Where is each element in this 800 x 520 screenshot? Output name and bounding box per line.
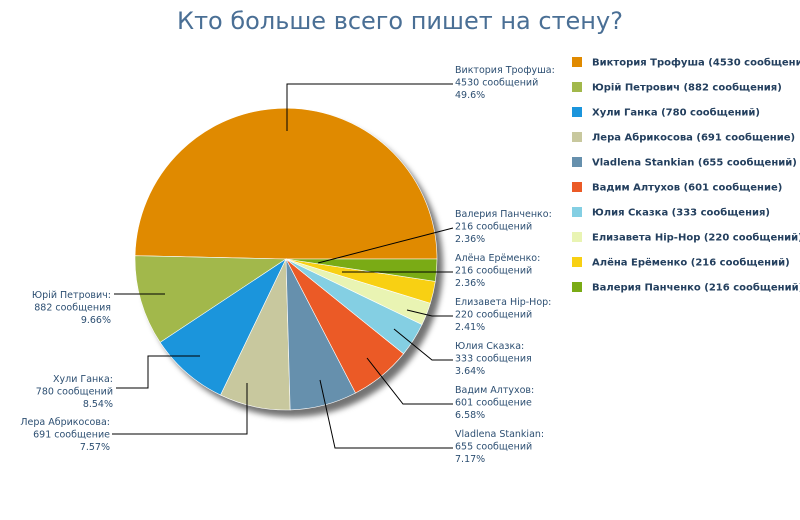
legend-label: Алёна Ерёменко (216 сообщений) (592, 257, 790, 269)
callout-name: Хули Ганка: (53, 374, 113, 385)
legend-label: Юрій Петрович (882 сообщения) (592, 82, 782, 94)
legend-item-юлия-сказка: Юлия Сказка (333 сообщения) (572, 207, 770, 219)
callout-name: Елизавета Hip-Hop: (455, 297, 551, 308)
legend-label: Лера Абрикосова (691 сообщение) (592, 132, 795, 144)
callout-value: 4530 сообщений (455, 78, 538, 89)
legend-item-алёна-ерёменко: Алёна Ерёменко (216 сообщений) (572, 257, 790, 269)
legend-item-хули-ганка: Хули Ганка (780 сообщений) (572, 107, 760, 119)
legend-label: Юлия Сказка (333 сообщения) (592, 207, 770, 219)
legend-label: Вадим Алтухов (601 сообщение) (592, 182, 782, 194)
callout-percent: 2.36% (455, 278, 485, 289)
legend-item-валерия-панченко: Валерия Панченко (216 сообщений) (572, 282, 800, 294)
legend-label: Хули Ганка (780 сообщений) (592, 107, 760, 119)
legend-item-лера-абрикосова: Лера Абрикосова (691 сообщение) (572, 132, 795, 144)
legend-item-елизавета-hip-hop: Елизавета Hip-Hop (220 сообщений) (572, 232, 800, 244)
callout-percent: 2.36% (455, 234, 485, 245)
legend-label: Елизавета Hip-Hop (220 сообщений) (592, 232, 800, 244)
leader-line-лера-абрикосова (112, 383, 248, 435)
legend-swatch (572, 282, 582, 292)
callout-value: 333 сообщения (455, 354, 532, 365)
callout-value: 601 сообщение (455, 398, 532, 409)
leader-lines (112, 83, 454, 449)
legend-swatch (572, 232, 582, 242)
callout-percent: 9.66% (81, 315, 111, 326)
legend-swatch (572, 257, 582, 267)
callout-value: 691 сообщение (33, 430, 110, 441)
legend-swatch (572, 207, 582, 217)
callout-name: Алёна Ерёменко: (455, 253, 540, 264)
callout-value: 882 сообщения (34, 303, 111, 314)
callout-name: Вадим Алтухов: (455, 385, 534, 396)
legend-item-юр-й-петрович: Юрій Петрович (882 сообщения) (572, 82, 782, 94)
callout-value: 655 сообщений (455, 442, 532, 453)
leader-line-виктория-трофуша (286, 83, 453, 131)
legend-swatch (572, 107, 582, 117)
legend-swatch (572, 82, 582, 92)
leader-line-юлия-сказка (393, 328, 453, 361)
leader-line-хули-ганка (116, 355, 200, 389)
callout-name: Валерия Панченко: (455, 209, 552, 220)
callout-name: Юлия Сказка: (455, 341, 524, 352)
pie-slice-валерия-панченко (285, 258, 438, 282)
leader-line-валерия-панченко (317, 227, 454, 264)
legend-swatch (572, 182, 582, 192)
legend-swatch (572, 57, 582, 67)
pie-slices (134, 107, 438, 411)
callout-percent: 3.64% (455, 366, 485, 377)
legend-item-виктория-трофуша: Виктория Трофуша (4530 сообщений) (572, 57, 800, 69)
callout-percent: 6.58% (455, 410, 485, 421)
callout-value: 216 сообщений (455, 266, 532, 277)
legend-item-вадим-алтухов: Вадим Алтухов (601 сообщение) (572, 182, 782, 194)
pie-slice-юр-й-петрович (134, 255, 287, 343)
callout-value: 220 сообщений (455, 310, 532, 321)
leader-line-вадим-алтухов (366, 357, 453, 405)
callout-name: Vladlena Stankian: (455, 429, 544, 440)
callout-value: 216 сообщений (455, 222, 532, 233)
callout-percent: 7.17% (455, 454, 485, 465)
legend-label: Валерия Панченко (216 сообщений) (592, 282, 800, 294)
legend-label: Виктория Трофуша (4530 сообщений) (592, 57, 800, 69)
callout-value: 780 сообщений (36, 387, 113, 398)
callout-percent: 2.41% (455, 322, 485, 333)
callout-name: Виктория Трофуша: (455, 65, 555, 76)
callout-name: Лера Абрикосова: (20, 417, 110, 428)
callout-name: Юрій Петрович: (32, 290, 111, 301)
pie-slice-виктория-трофуша (134, 107, 438, 260)
leader-line-елизавета-hip-hop (406, 309, 453, 317)
leader-line-vladlena-stankian (319, 379, 453, 449)
legend-swatch (572, 132, 582, 142)
legend: Виктория Трофуша (4530 сообщений) Юрій Пе… (572, 57, 800, 294)
legend-swatch (572, 157, 582, 167)
callout-percent: 8.54% (83, 399, 113, 410)
callout-percent: 49.6% (455, 90, 485, 101)
legend-label: Vladlena Stankian (655 сообщений) (592, 157, 797, 169)
callout-percent: 7.57% (80, 442, 110, 453)
chart-title: Кто больше всего пишет на стену? (177, 7, 623, 35)
legend-item-vladlena-stankian: Vladlena Stankian (655 сообщений) (572, 157, 797, 169)
